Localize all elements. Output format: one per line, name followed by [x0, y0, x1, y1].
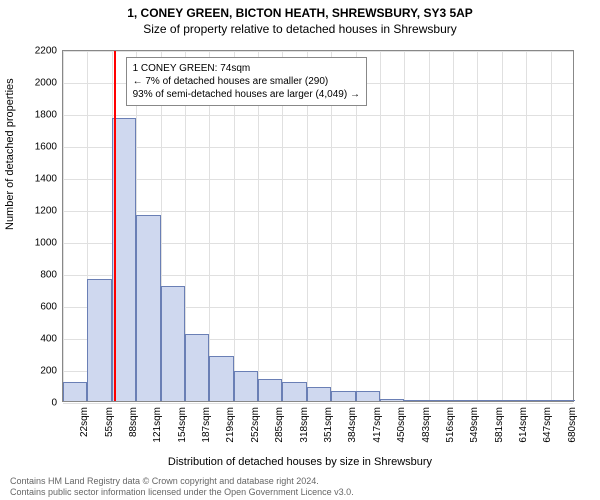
footer-line-2: Contains public sector information licen… [10, 487, 590, 498]
bar [526, 400, 550, 401]
y-tick: 0 [17, 398, 57, 409]
y-axis-label: Number of detached properties [4, 78, 16, 230]
x-tick: 516sqm [445, 407, 456, 443]
marker-line [114, 51, 116, 401]
bar [429, 400, 453, 401]
bar [356, 391, 380, 401]
annotation-line-2: ← 7% of detached houses are smaller (290… [133, 75, 360, 88]
bar [185, 334, 209, 401]
x-tick: 252sqm [250, 407, 261, 443]
bar [258, 379, 282, 401]
bar [161, 286, 185, 401]
bar [87, 279, 111, 401]
chart-title-2: Size of property relative to detached ho… [0, 20, 600, 36]
x-tick: 285sqm [274, 407, 285, 443]
bar [136, 215, 160, 401]
y-tick: 400 [17, 334, 57, 345]
bar [331, 391, 355, 401]
annotation-line-1: 1 CONEY GREEN: 74sqm [133, 62, 360, 75]
y-tick: 600 [17, 302, 57, 313]
footer: Contains HM Land Registry data © Crown c… [10, 476, 590, 498]
x-tick: 22sqm [79, 407, 90, 437]
bar [234, 371, 258, 401]
y-tick: 2000 [17, 78, 57, 89]
plot-area: 1 CONEY GREEN: 74sqm ← 7% of detached ho… [62, 50, 574, 402]
x-tick: 614sqm [518, 407, 529, 443]
bar [551, 400, 575, 401]
y-tick: 1200 [17, 206, 57, 217]
x-tick: 88sqm [128, 407, 139, 437]
y-tick: 800 [17, 270, 57, 281]
x-tick: 121sqm [152, 407, 163, 443]
x-tick: 450sqm [396, 407, 407, 443]
bar [282, 382, 306, 401]
y-tick: 1000 [17, 238, 57, 249]
bar [63, 382, 87, 401]
bar [404, 400, 428, 401]
x-tick: 549sqm [469, 407, 480, 443]
x-tick: 187sqm [201, 407, 212, 443]
x-tick: 318sqm [299, 407, 310, 443]
x-tick: 581sqm [494, 407, 505, 443]
footer-line-1: Contains HM Land Registry data © Crown c… [10, 476, 590, 487]
y-tick: 1800 [17, 110, 57, 121]
x-tick: 219sqm [225, 407, 236, 443]
bar [453, 400, 477, 401]
x-tick: 351sqm [323, 407, 334, 443]
annotation-box: 1 CONEY GREEN: 74sqm ← 7% of detached ho… [126, 57, 367, 106]
annotation-line-3: 93% of semi-detached houses are larger (… [133, 88, 360, 101]
x-tick: 154sqm [177, 407, 188, 443]
bar [477, 400, 501, 401]
x-axis-label: Distribution of detached houses by size … [0, 456, 600, 468]
bar [209, 356, 233, 401]
x-tick: 55sqm [104, 407, 115, 437]
x-tick: 647sqm [542, 407, 553, 443]
bar [380, 399, 404, 401]
x-tick: 483sqm [421, 407, 432, 443]
x-tick: 384sqm [347, 407, 358, 443]
bar [502, 400, 526, 401]
y-tick: 2200 [17, 46, 57, 57]
y-tick: 1400 [17, 174, 57, 185]
x-tick: 680sqm [567, 407, 578, 443]
chart-title-1: 1, CONEY GREEN, BICTON HEATH, SHREWSBURY… [0, 0, 600, 20]
y-tick: 1600 [17, 142, 57, 153]
x-tick: 417sqm [372, 407, 383, 443]
bar [307, 387, 331, 401]
y-tick: 200 [17, 366, 57, 377]
